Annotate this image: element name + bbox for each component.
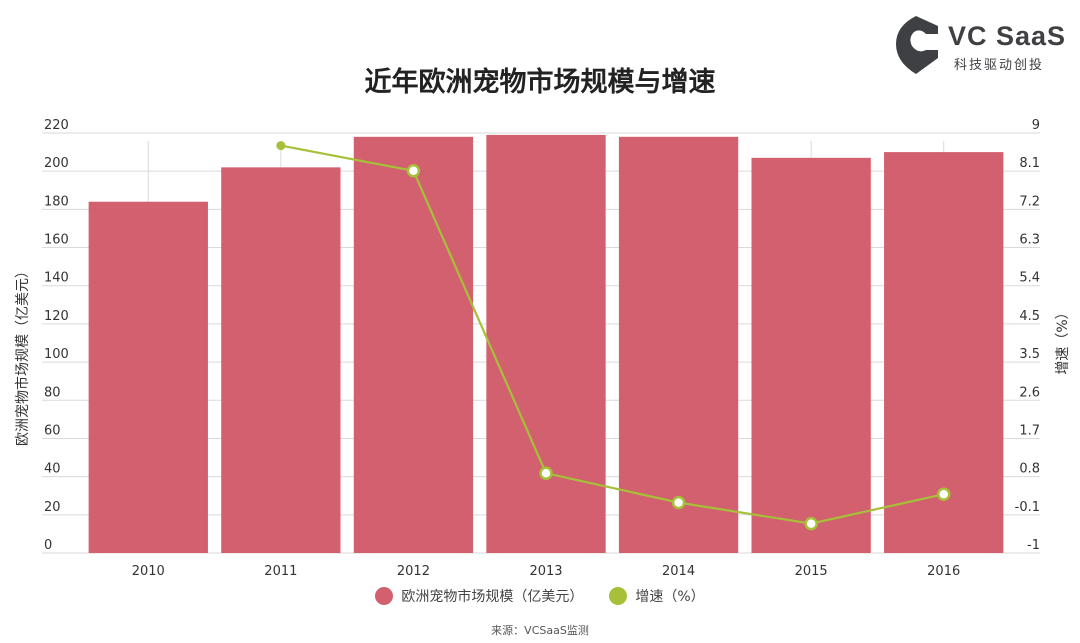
y-tick-label: 200 bbox=[44, 156, 69, 171]
bar-layer bbox=[88, 134, 1004, 553]
x-tick-label: 2013 bbox=[529, 564, 562, 579]
bar bbox=[884, 152, 1004, 553]
x-tick-label: 2016 bbox=[927, 564, 960, 579]
y-tick-label: 0 bbox=[44, 538, 52, 553]
legend-label-market-size: 欧洲宠物市场规模（亿美元） bbox=[401, 589, 584, 605]
y2-tick-label: 4.5 bbox=[1019, 309, 1040, 324]
growth-point bbox=[406, 164, 421, 178]
growth-point bbox=[539, 466, 553, 480]
y-tick-label: 120 bbox=[44, 309, 69, 324]
y2-tick-label: 5.4 bbox=[1019, 271, 1040, 286]
brand-name: VC SaaS bbox=[948, 21, 1067, 51]
chart-title: 近年欧洲宠物市场规模与增速 bbox=[364, 67, 716, 98]
y2-tick-label: 1.7 bbox=[1019, 423, 1040, 438]
legend-item-market-size[interactable]: 欧洲宠物市场规模（亿美元） bbox=[375, 586, 583, 606]
y-tick-label: 220 bbox=[44, 118, 69, 133]
bar bbox=[618, 136, 739, 553]
y2-axis-label: 增速（%） bbox=[1055, 305, 1071, 374]
bar bbox=[751, 157, 871, 553]
y-axis-label: 欧洲宠物市场规模（亿美元） bbox=[14, 264, 31, 446]
legend: 欧洲宠物市场规模（亿美元） 增速（%） bbox=[0, 586, 1080, 606]
y-tick-label: 160 bbox=[44, 233, 69, 248]
source-note: 来源：VCSaaS监测 bbox=[491, 624, 589, 637]
combo-chart: 0 -1 20 -0.1 40 0.8 60 1.7 80 2.6 100 3.5 120 4.5 140 5… bbox=[14, 118, 1071, 579]
y2-tick-label: 8.1 bbox=[1019, 156, 1040, 171]
brand-logo: VC SaaS 科技驱动创投 bbox=[890, 10, 1070, 80]
legend-swatch-bar bbox=[375, 587, 394, 605]
legend-swatch-line bbox=[609, 587, 628, 605]
x-tick-label: 2015 bbox=[795, 564, 828, 579]
y-tick-label: 100 bbox=[44, 347, 69, 362]
bar bbox=[88, 201, 208, 553]
y-tick-label: 40 bbox=[44, 462, 61, 477]
legend-label-growth: 增速（%） bbox=[635, 589, 705, 605]
y-tick-label: 180 bbox=[44, 194, 69, 209]
bar bbox=[486, 134, 606, 553]
legend-item-growth[interactable]: 增速（%） bbox=[609, 586, 705, 606]
y2-tick-label: 9 bbox=[1032, 118, 1040, 133]
x-tick-label: 2010 bbox=[132, 564, 165, 579]
y2-tick-label: 6.3 bbox=[1019, 233, 1040, 248]
y-tick-label: 140 bbox=[44, 271, 69, 286]
brand-tagline: 科技驱动创投 bbox=[954, 58, 1045, 73]
x-tick-label: 2011 bbox=[264, 564, 297, 579]
axis-layer: 0 -1 20 -0.1 40 0.8 60 1.7 80 2.6 100 3.5 120 4.5 140 5… bbox=[44, 118, 1040, 579]
bar bbox=[221, 167, 341, 553]
y2-tick-label: -1 bbox=[1027, 538, 1040, 553]
c-shield-logo-icon bbox=[896, 16, 938, 74]
growth-line bbox=[280, 144, 944, 525]
x-tick-label: 2014 bbox=[662, 564, 695, 579]
growth-point bbox=[936, 487, 951, 501]
line-layer bbox=[276, 141, 951, 531]
y-tick-label: 80 bbox=[44, 385, 61, 400]
x-tick-label: 2012 bbox=[397, 564, 430, 579]
y2-tick-label: 2.6 bbox=[1019, 385, 1040, 400]
y-tick-label: 60 bbox=[44, 423, 61, 438]
y2-tick-label: 3.5 bbox=[1019, 347, 1040, 362]
y2-tick-label: 7.2 bbox=[1019, 194, 1040, 209]
y2-tick-label: -0.1 bbox=[1015, 500, 1040, 515]
bar bbox=[353, 136, 474, 553]
y2-tick-label: 0.8 bbox=[1019, 462, 1040, 477]
growth-point bbox=[276, 141, 286, 151]
growth-point bbox=[671, 495, 686, 510]
y-tick-label: 20 bbox=[44, 500, 61, 515]
growth-point bbox=[804, 516, 818, 531]
